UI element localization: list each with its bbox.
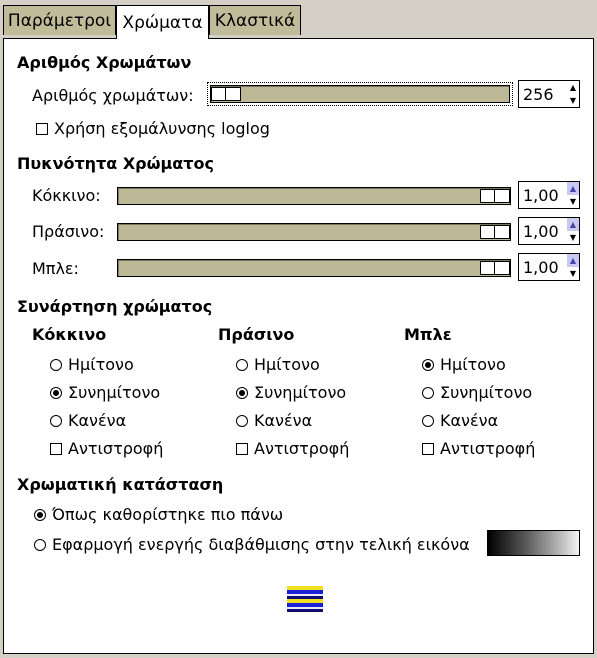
blue-cosine-radio[interactable]: Συνημίτονο: [422, 383, 532, 402]
spin-down-icon[interactable]: ▼: [569, 269, 577, 278]
radio-label: Όπως καθορίστηκε πιο πάνω: [52, 505, 284, 524]
tab-label: Κλαστικά: [214, 10, 296, 31]
radio-label: Κανένα: [440, 411, 499, 430]
density-title: Πυκνότητα Χρώματος: [17, 154, 214, 173]
tab-colors[interactable]: Χρώματα: [116, 5, 209, 39]
slider-thumb[interactable]: [480, 189, 510, 203]
blue-sine-radio[interactable]: Ημίτονο: [422, 355, 506, 374]
checkbox-box[interactable]: [422, 442, 434, 455]
checkbox-label: Αντιστροφή: [440, 439, 536, 458]
density-blue-spinbox[interactable]: 1,00 ▲ ▼: [518, 253, 580, 281]
color-preview-swatch: [287, 586, 323, 612]
num-colors-slider[interactable]: [207, 82, 513, 106]
num-colors-title: Αριθμός Χρωμάτων: [17, 53, 192, 72]
radio-label: Συνημίτονο: [68, 383, 161, 402]
radio-label: Ημίτονο: [254, 355, 320, 374]
density-blue-label: Μπλε:: [32, 259, 79, 278]
radio-label: Εφαρμογή ενεργής διαβάθμισης στην τελική…: [52, 535, 470, 554]
checkbox-box[interactable]: [36, 122, 48, 135]
density-red-spinbox[interactable]: 1,00 ▲ ▼: [518, 181, 580, 209]
checkbox-label: Αντιστροφή: [254, 439, 350, 458]
spinbox-value: 256: [523, 85, 554, 104]
tab-fractals[interactable]: Κλαστικά: [209, 5, 301, 35]
checkbox-box[interactable]: [50, 442, 62, 455]
radio-circle[interactable]: [422, 386, 434, 399]
num-colors-spinbox[interactable]: 256 ▲ ▼: [518, 80, 580, 108]
mode-title: Χρωματική κατάσταση: [17, 475, 224, 494]
radio-circle[interactable]: [50, 358, 62, 371]
gradient-preview-button[interactable]: [487, 530, 580, 556]
green-invert-checkbox[interactable]: Αντιστροφή: [236, 439, 349, 458]
num-colors-label: Αριθμός χρωμάτων:: [32, 86, 194, 105]
density-red-label: Κόκκινο:: [32, 186, 101, 205]
red-cosine-radio[interactable]: Συνημίτονο: [50, 383, 160, 402]
radio-label: Κανένα: [254, 411, 313, 430]
radio-circle[interactable]: [34, 508, 46, 521]
slider-thumb[interactable]: [480, 225, 510, 239]
radio-circle[interactable]: [236, 386, 248, 399]
green-sine-radio[interactable]: Ημίτονο: [236, 355, 320, 374]
tab-parameters[interactable]: Παράμετροι: [3, 5, 116, 35]
radio-circle[interactable]: [34, 538, 46, 551]
density-blue-slider[interactable]: [117, 259, 511, 277]
function-blue-title: Μπλε: [404, 325, 452, 344]
blue-none-radio[interactable]: Κανένα: [422, 411, 498, 430]
radio-circle[interactable]: [422, 414, 434, 427]
density-red-slider[interactable]: [117, 187, 511, 205]
radio-circle[interactable]: [236, 414, 248, 427]
function-title: Συνάρτηση χρώματος: [17, 297, 213, 316]
spin-up-icon[interactable]: ▲: [569, 83, 577, 92]
spin-down-icon[interactable]: ▼: [569, 233, 577, 242]
tab-label: Χρώματα: [122, 12, 203, 33]
colors-panel: Αριθμός Χρωμάτων Αριθμός χρωμάτων: 256 ▲…: [3, 38, 594, 654]
red-invert-checkbox[interactable]: Αντιστροφή: [50, 439, 163, 458]
checkbox-label: Χρήση εξομάλυνσης loglog: [54, 119, 270, 138]
slider-thumb[interactable]: [480, 261, 510, 275]
radio-label: Συνημίτονο: [440, 383, 533, 402]
radio-circle[interactable]: [50, 414, 62, 427]
density-green-spinbox[interactable]: 1,00 ▲ ▼: [518, 217, 580, 245]
checkbox-box[interactable]: [236, 442, 248, 455]
blue-invert-checkbox[interactable]: Αντιστροφή: [422, 439, 535, 458]
spin-up-icon[interactable]: ▲: [567, 182, 579, 195]
radio-label: Ημίτονο: [68, 355, 134, 374]
spin-up-icon[interactable]: ▲: [567, 218, 579, 231]
spin-down-icon[interactable]: ▼: [569, 96, 577, 105]
loglog-checkbox[interactable]: Χρήση εξομάλυνσης loglog: [36, 119, 270, 138]
mode-as-specified-radio[interactable]: Όπως καθορίστηκε πιο πάνω: [34, 505, 283, 524]
spinbox-value: 1,00: [523, 222, 559, 241]
green-none-radio[interactable]: Κανένα: [236, 411, 312, 430]
mode-gradient-radio[interactable]: Εφαρμογή ενεργής διαβάθμισης στην τελική…: [34, 535, 470, 554]
density-green-label: Πράσινο:: [32, 222, 105, 241]
spinbox-value: 1,00: [523, 258, 559, 277]
spinbox-value: 1,00: [523, 186, 559, 205]
red-sine-radio[interactable]: Ημίτονο: [50, 355, 134, 374]
spin-up-icon[interactable]: ▲: [567, 254, 579, 267]
radio-circle[interactable]: [422, 358, 434, 371]
tab-label: Παράμετροι: [7, 10, 112, 31]
green-cosine-radio[interactable]: Συνημίτονο: [236, 383, 346, 402]
radio-label: Ημίτονο: [440, 355, 506, 374]
radio-label: Συνημίτονο: [254, 383, 347, 402]
density-green-slider[interactable]: [117, 223, 511, 241]
red-none-radio[interactable]: Κανένα: [50, 411, 126, 430]
radio-circle[interactable]: [50, 386, 62, 399]
function-green-title: Πράσινο: [218, 325, 295, 344]
radio-circle[interactable]: [236, 358, 248, 371]
spin-down-icon[interactable]: ▼: [569, 197, 577, 206]
checkbox-label: Αντιστροφή: [68, 439, 164, 458]
slider-thumb[interactable]: [211, 87, 241, 101]
radio-label: Κανένα: [68, 411, 127, 430]
function-red-title: Κόκκινο: [32, 325, 107, 344]
